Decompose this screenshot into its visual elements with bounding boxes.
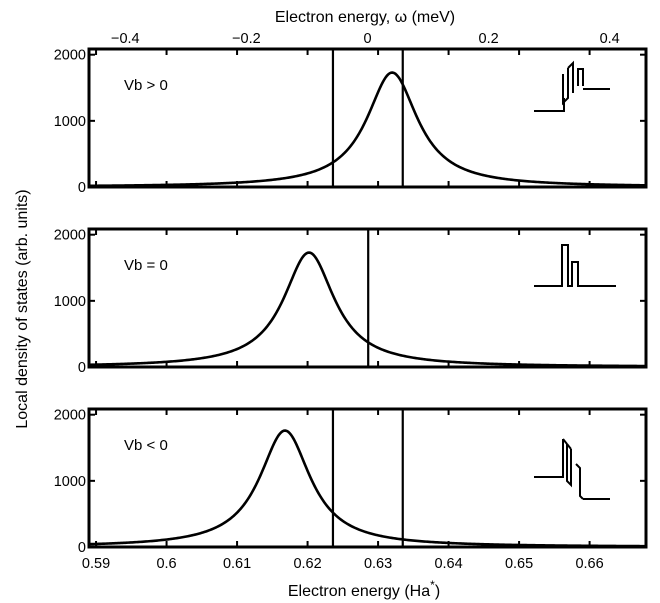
panel-label: Vb = 0 bbox=[124, 257, 168, 274]
x-tick-label: 0.64 bbox=[434, 556, 462, 572]
panel-frame bbox=[87, 407, 648, 549]
ldos-curve bbox=[88, 429, 647, 548]
top-x-tick-label: 0.2 bbox=[479, 31, 499, 47]
ldos-curve bbox=[88, 71, 647, 188]
bottom-x-axis: 0.59 0.6 0.61 0.62 0.63 0.64 0.65 0.66 bbox=[82, 556, 604, 572]
x-tick-label: 0.65 bbox=[505, 556, 533, 572]
y-axis-label: Local density of states (arb. units) bbox=[14, 189, 31, 428]
barrier-schematic-icon bbox=[534, 60, 610, 112]
y-tick-label: 1000 bbox=[54, 114, 86, 130]
x-axis-label: Electron energy (Ha*) bbox=[288, 578, 440, 600]
top-x-tick-label: −0.4 bbox=[111, 31, 140, 47]
y-tick-label: 1000 bbox=[54, 474, 86, 490]
barrier-schematic-icon bbox=[534, 244, 616, 287]
x-tick-label: 0.66 bbox=[575, 556, 603, 572]
panel-label: Vb < 0 bbox=[124, 437, 168, 454]
barrier-schematic-icon bbox=[534, 438, 610, 500]
panel-2: 0 1000 2000 Vb = 0 bbox=[54, 227, 648, 376]
y-tick-label: 2000 bbox=[54, 48, 86, 64]
x-axis-label-main: Electron energy (Ha bbox=[288, 583, 430, 600]
y-tick-label: 0 bbox=[78, 540, 86, 556]
panel-3: 0 1000 2000 Vb < 0 bbox=[54, 407, 648, 556]
top-x-axis: −0.4 −0.2 0 0.2 0.4 bbox=[111, 31, 620, 47]
top-x-axis-label: Electron energy, ω (meV) bbox=[275, 9, 455, 26]
y-tick-label: 0 bbox=[78, 180, 86, 196]
panel-frame bbox=[87, 47, 648, 189]
x-tick-label: 0.6 bbox=[156, 556, 176, 572]
panels: 0 1000 2000 Vb > 0 0 1000 2000 Vb = 0 0 1000 2000 V… bbox=[54, 47, 648, 556]
y-tick-label: 0 bbox=[78, 360, 86, 376]
x-tick-label: 0.63 bbox=[364, 556, 392, 572]
y-tick-label: 2000 bbox=[54, 408, 86, 424]
x-tick-label: 0.59 bbox=[82, 556, 110, 572]
y-tick-label: 2000 bbox=[54, 228, 86, 244]
y-tick-label: 1000 bbox=[54, 294, 86, 310]
top-x-tick-label: 0.4 bbox=[600, 31, 620, 47]
x-axis-label-superscript: * bbox=[430, 578, 435, 592]
x-tick-label: 0.61 bbox=[223, 556, 251, 572]
top-x-tick-label: −0.2 bbox=[232, 31, 261, 47]
x-axis-label-close: ) bbox=[435, 583, 440, 600]
panel-1: 0 1000 2000 Vb > 0 bbox=[54, 47, 648, 196]
panel-label: Vb > 0 bbox=[124, 77, 168, 94]
top-x-tick-label: 0 bbox=[363, 31, 371, 47]
x-tick-label: 0.62 bbox=[293, 556, 321, 572]
